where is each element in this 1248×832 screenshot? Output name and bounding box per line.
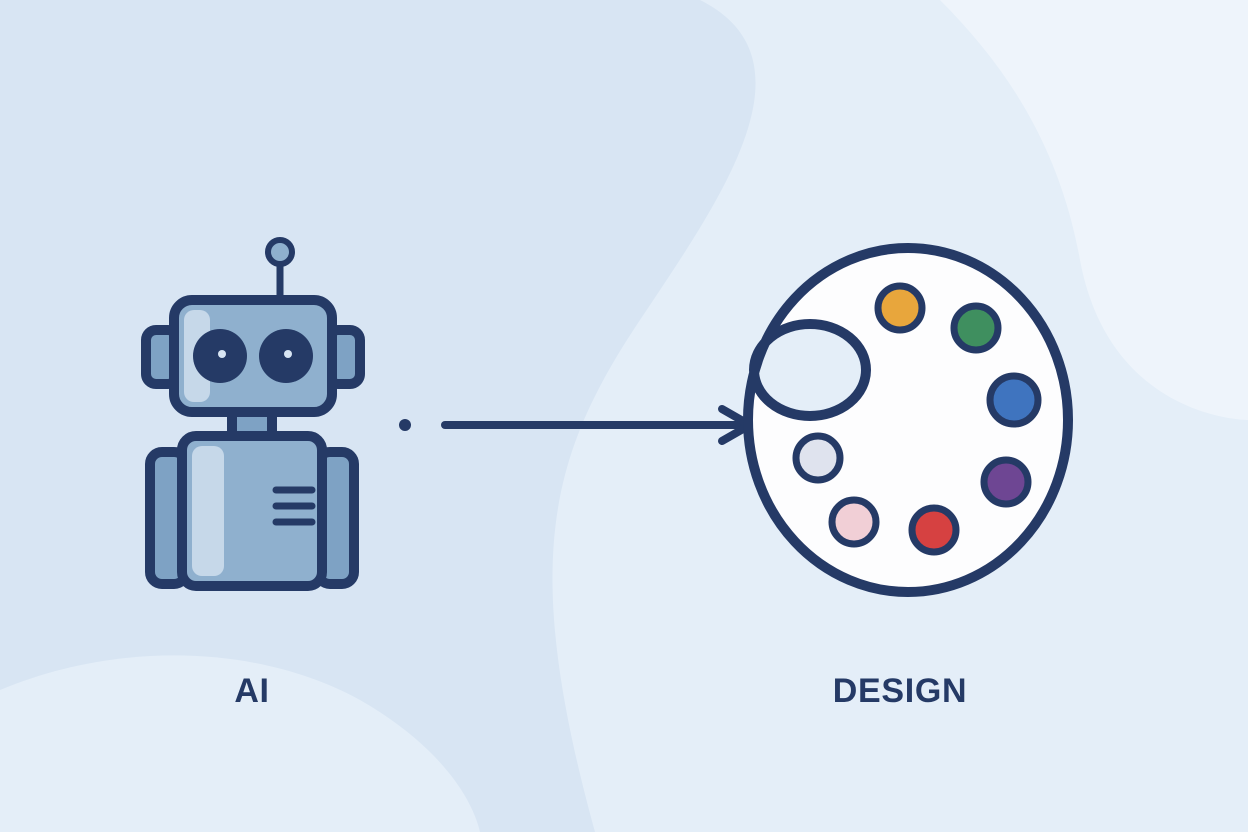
arrow-dot [399, 419, 411, 431]
robot-icon [146, 240, 360, 586]
robot-pupil-left [218, 350, 226, 358]
paint-well-3 [984, 460, 1028, 504]
arrow-icon [399, 409, 750, 441]
infographic-canvas: AI DESIGN [0, 0, 1248, 832]
robot-antenna-ball [268, 240, 292, 264]
robot-torso-highlight [192, 446, 224, 576]
robot-pupil-right [284, 350, 292, 358]
icon-layer [0, 0, 1248, 832]
paint-well-1 [954, 306, 998, 350]
paint-well-0 [878, 286, 922, 330]
palette-icon [748, 248, 1068, 592]
design-label: DESIGN [800, 672, 1000, 711]
paint-well-5 [832, 500, 876, 544]
paint-well-6 [796, 436, 840, 480]
ai-label: AI [192, 672, 312, 711]
paint-well-2 [990, 376, 1038, 424]
paint-well-4 [912, 508, 956, 552]
